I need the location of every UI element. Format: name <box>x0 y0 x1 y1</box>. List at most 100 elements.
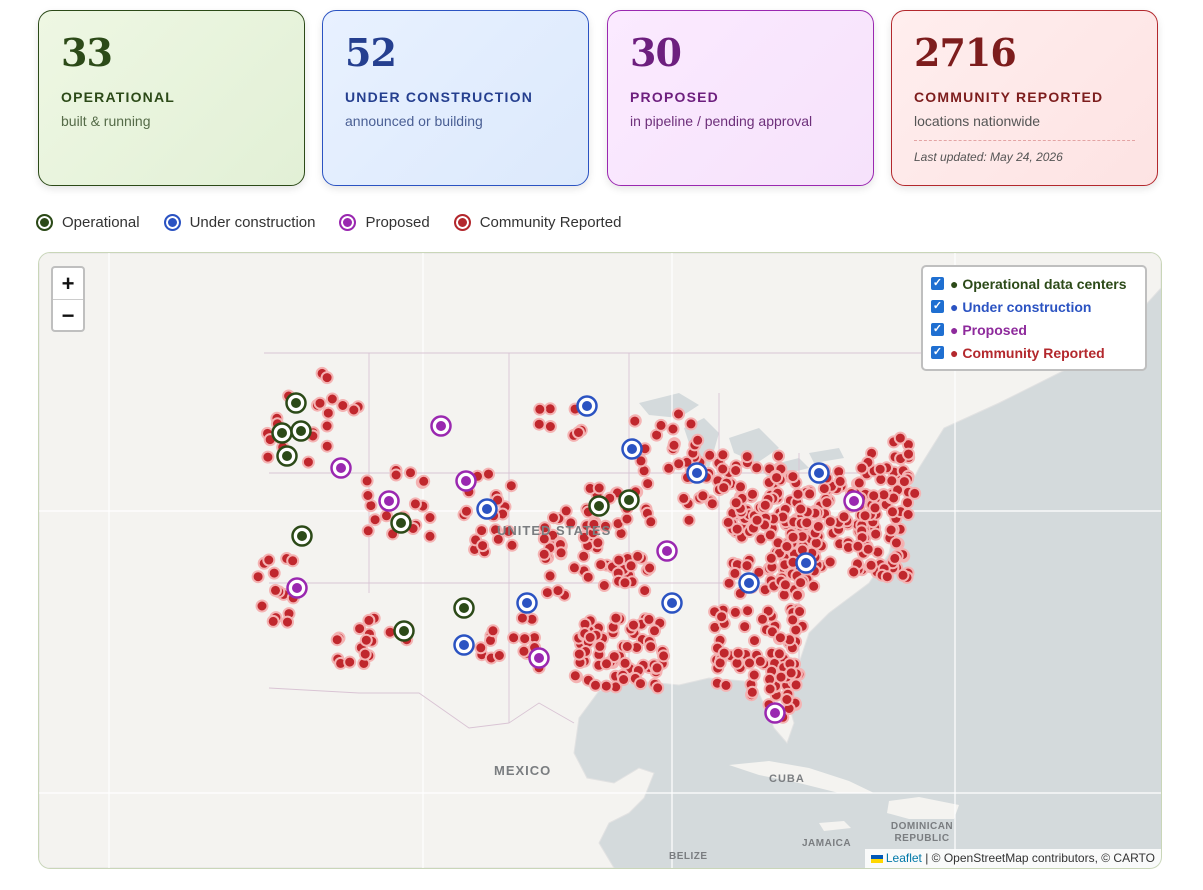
community-reported-marker[interactable] <box>592 481 606 495</box>
community-reported-marker[interactable] <box>389 468 403 482</box>
community-reported-marker[interactable] <box>772 647 786 661</box>
community-reported-marker[interactable] <box>722 576 736 590</box>
community-reported-marker[interactable] <box>547 511 560 525</box>
community-reported-marker[interactable] <box>648 624 661 638</box>
community-reported-marker[interactable] <box>380 509 393 523</box>
community-reported-marker[interactable] <box>641 477 655 491</box>
community-reported-marker[interactable] <box>861 542 875 556</box>
community-reported-marker[interactable] <box>551 584 565 598</box>
community-reported-marker[interactable] <box>869 527 883 541</box>
community-reported-marker[interactable] <box>789 678 803 692</box>
community-reported-marker[interactable] <box>747 668 761 682</box>
community-reported-marker[interactable] <box>786 530 800 544</box>
community-reported-marker[interactable] <box>745 685 759 699</box>
community-reported-marker[interactable] <box>567 561 581 575</box>
community-reported-marker[interactable] <box>778 578 792 592</box>
community-reported-marker[interactable] <box>491 532 505 546</box>
community-reported-marker[interactable] <box>620 640 634 653</box>
community-reported-marker[interactable] <box>320 371 334 385</box>
community-reported-marker[interactable] <box>325 392 339 406</box>
community-reported-marker[interactable] <box>750 461 764 475</box>
community-reported-marker[interactable] <box>811 520 825 533</box>
community-reported-marker[interactable] <box>518 632 532 646</box>
community-reported-marker[interactable] <box>423 511 437 524</box>
community-reported-marker[interactable] <box>756 612 769 626</box>
community-reported-marker[interactable] <box>599 679 613 693</box>
community-reported-marker[interactable] <box>786 470 800 484</box>
community-reported-marker[interactable] <box>543 569 557 583</box>
community-reported-marker[interactable] <box>823 515 837 529</box>
layer-under-construction[interactable]: ✓ ● Under construction <box>931 295 1137 318</box>
community-reported-marker[interactable] <box>360 474 374 488</box>
layer-operational[interactable]: ✓ ● Operational data centers <box>931 272 1137 295</box>
community-reported-marker[interactable] <box>715 610 729 624</box>
community-reported-marker[interactable] <box>624 559 638 573</box>
community-reported-marker[interactable] <box>889 536 903 550</box>
community-reported-marker[interactable] <box>691 433 705 447</box>
community-reported-marker[interactable] <box>618 576 632 590</box>
community-reported-marker[interactable] <box>634 454 648 468</box>
map-view[interactable]: UNITED STATES MEXICO CUBA DOMINICAN REPU… <box>38 252 1162 869</box>
community-reported-marker[interactable] <box>740 559 754 573</box>
community-reported-marker[interactable] <box>564 516 578 530</box>
community-reported-marker[interactable] <box>738 620 752 634</box>
community-reported-marker[interactable] <box>908 486 922 500</box>
community-reported-marker[interactable] <box>517 644 531 658</box>
community-reported-marker[interactable] <box>758 498 772 512</box>
community-reported-marker[interactable] <box>638 584 652 598</box>
community-reported-marker[interactable] <box>644 640 658 654</box>
community-reported-marker[interactable] <box>794 502 808 516</box>
community-reported-marker[interactable] <box>581 570 595 584</box>
community-reported-marker[interactable] <box>474 641 488 655</box>
zoom-out-button[interactable]: − <box>53 299 83 331</box>
community-reported-marker[interactable] <box>753 654 767 668</box>
community-reported-marker[interactable] <box>721 515 735 529</box>
community-reported-marker[interactable] <box>476 539 490 553</box>
community-reported-marker[interactable] <box>666 422 680 436</box>
community-reported-marker[interactable] <box>851 539 865 553</box>
community-reported-marker[interactable] <box>358 647 372 661</box>
community-reported-marker[interactable] <box>266 614 280 628</box>
layer-proposed[interactable]: ✓ ● Proposed <box>931 318 1137 341</box>
community-reported-marker[interactable] <box>764 551 778 565</box>
community-reported-marker[interactable] <box>880 570 894 584</box>
community-reported-marker[interactable] <box>654 418 668 432</box>
community-reported-marker[interactable] <box>901 508 915 521</box>
community-reported-marker[interactable] <box>507 631 521 645</box>
community-reported-marker[interactable] <box>729 496 743 510</box>
community-reported-marker[interactable] <box>593 639 607 653</box>
community-reported-marker[interactable] <box>540 586 554 600</box>
community-reported-marker[interactable] <box>677 491 691 505</box>
community-reported-marker[interactable] <box>731 646 745 660</box>
community-reported-marker[interactable] <box>800 516 814 530</box>
community-reported-marker[interactable] <box>858 509 872 523</box>
community-reported-marker[interactable] <box>361 489 375 502</box>
community-reported-marker[interactable] <box>600 657 613 671</box>
community-reported-marker[interactable] <box>774 670 788 684</box>
community-reported-marker[interactable] <box>716 448 730 462</box>
community-reported-marker[interactable] <box>773 631 787 645</box>
community-reported-marker[interactable] <box>261 450 275 464</box>
community-reported-marker[interactable] <box>505 538 519 552</box>
community-reported-marker[interactable] <box>559 504 573 518</box>
checkbox-under-construction[interactable]: ✓ <box>931 300 944 313</box>
community-reported-marker[interactable] <box>313 396 327 410</box>
community-reported-marker[interactable] <box>359 633 373 647</box>
community-reported-marker[interactable] <box>320 439 334 453</box>
checkbox-proposed[interactable]: ✓ <box>931 323 944 336</box>
community-reported-marker[interactable] <box>803 487 817 501</box>
community-reported-marker[interactable] <box>502 524 515 538</box>
community-reported-marker[interactable] <box>460 504 473 518</box>
community-reported-marker[interactable] <box>748 634 761 648</box>
community-reported-marker[interactable] <box>612 553 626 567</box>
community-reported-marker[interactable] <box>780 693 794 706</box>
community-reported-marker[interactable] <box>820 496 834 510</box>
community-reported-marker[interactable] <box>591 536 605 550</box>
community-reported-marker[interactable] <box>597 579 611 592</box>
community-reported-marker[interactable] <box>684 417 698 431</box>
community-reported-marker[interactable] <box>833 474 847 488</box>
community-reported-marker[interactable] <box>901 496 914 510</box>
community-reported-marker[interactable] <box>837 510 851 524</box>
community-reported-marker[interactable] <box>492 649 506 662</box>
layer-community-reported[interactable]: ✓ ● Community Reported <box>931 341 1137 364</box>
